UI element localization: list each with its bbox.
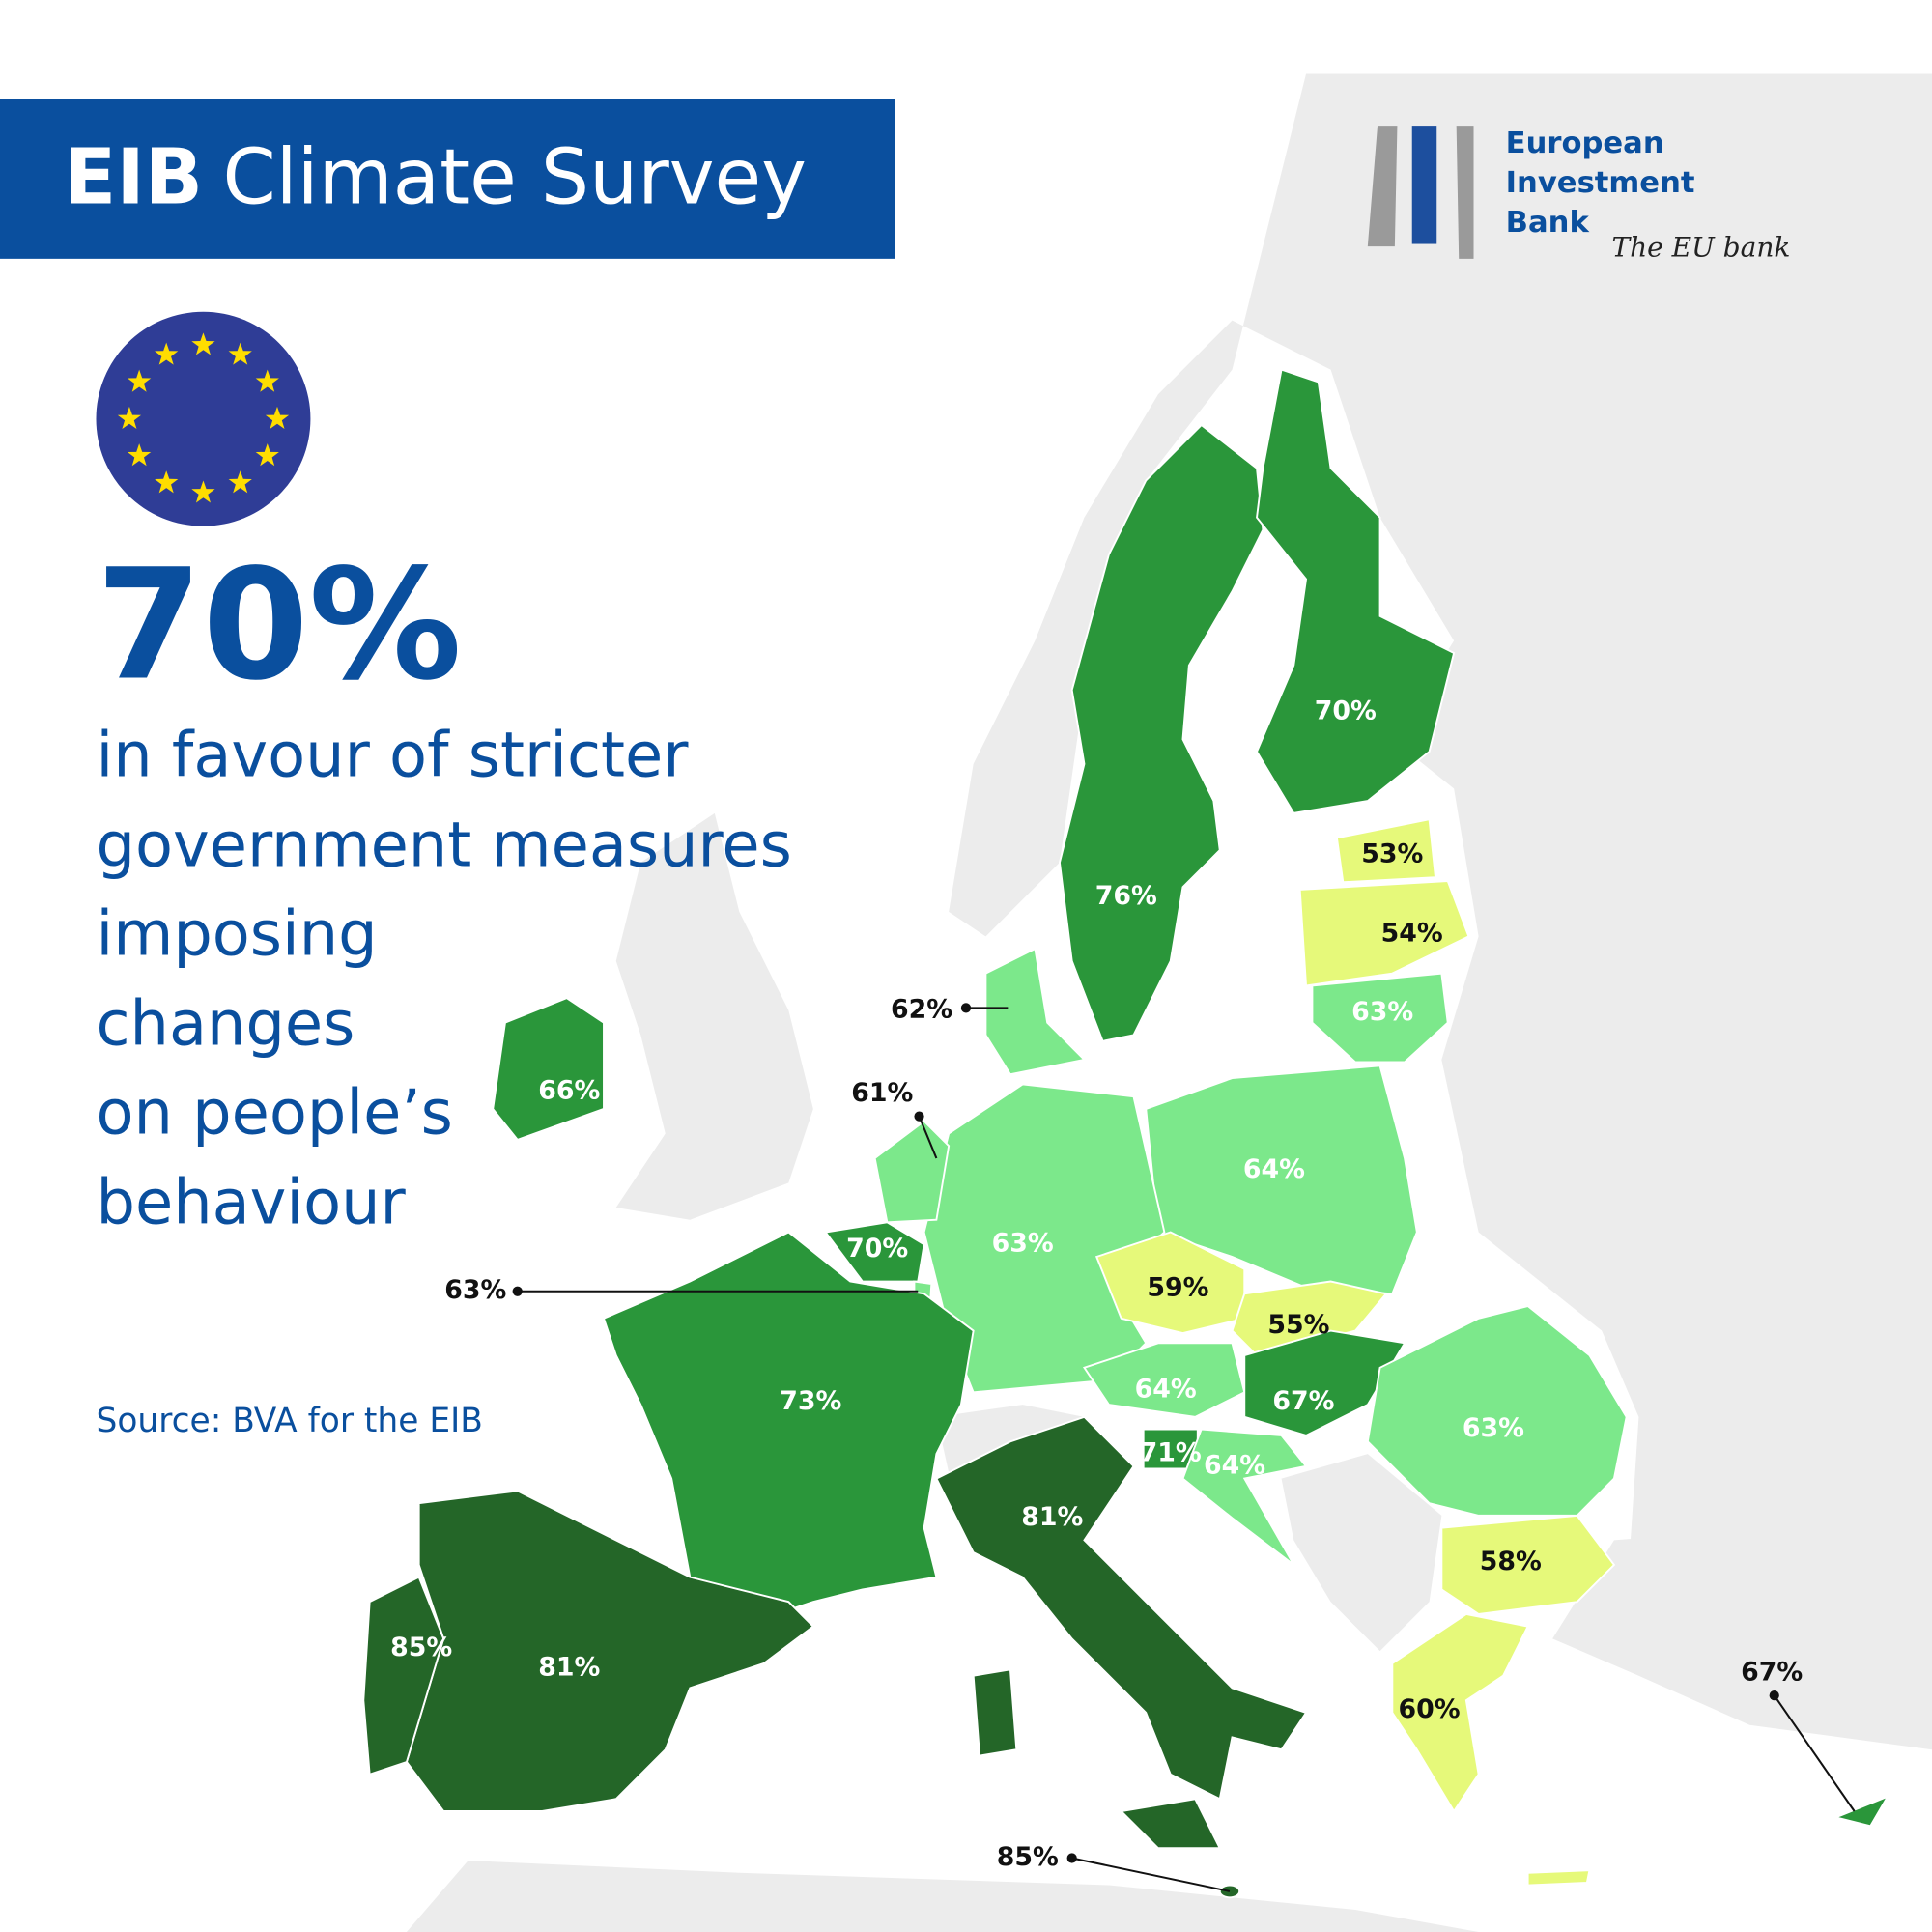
logo-text: Investment bbox=[1506, 166, 1695, 200]
flag-star bbox=[255, 369, 279, 392]
flag-star bbox=[265, 406, 290, 430]
region bbox=[1218, 1884, 1241, 1899]
region-label: 64% bbox=[1204, 1450, 1265, 1480]
region bbox=[1311, 972, 1449, 1064]
leader-line bbox=[918, 1116, 938, 1159]
region-label: 66% bbox=[538, 1076, 600, 1106]
land bbox=[615, 812, 813, 1220]
leader-lines bbox=[512, 1003, 1856, 1892]
region-label: 73% bbox=[780, 1386, 841, 1416]
source-note: Source: BVA for the EIB bbox=[96, 1402, 482, 1440]
region bbox=[873, 1120, 951, 1224]
land bbox=[1552, 1515, 1932, 1750]
leader-dot bbox=[1066, 1853, 1077, 1863]
region-label: 61% bbox=[851, 1078, 913, 1108]
region-label: 63% bbox=[992, 1229, 1054, 1259]
header-title: EIB Climate Survey bbox=[64, 132, 807, 221]
region bbox=[935, 1415, 1308, 1850]
region bbox=[1298, 879, 1470, 987]
background-land bbox=[406, 73, 1932, 1932]
region-label: 70% bbox=[846, 1234, 908, 1264]
region-label: 53% bbox=[1361, 839, 1423, 869]
headline-line: imposing bbox=[96, 899, 377, 971]
logo-tagline: The EU bank bbox=[1611, 231, 1790, 263]
region bbox=[492, 997, 605, 1141]
region-label: 63% bbox=[1351, 997, 1413, 1027]
flag-star bbox=[228, 342, 252, 365]
region bbox=[1335, 818, 1437, 884]
leader-dot bbox=[960, 1003, 972, 1013]
flag-star bbox=[255, 443, 279, 467]
region-label: 59% bbox=[1147, 1273, 1208, 1303]
land bbox=[406, 1861, 1479, 1932]
region-label: 85% bbox=[997, 1842, 1059, 1872]
header-title-rest: Climate Survey bbox=[222, 132, 807, 221]
headline-line: government measures bbox=[96, 810, 791, 882]
leader-dot bbox=[1769, 1690, 1779, 1701]
logo-text: European bbox=[1506, 127, 1664, 160]
region-label: 63% bbox=[1463, 1413, 1524, 1443]
region-label: 55% bbox=[1267, 1310, 1329, 1340]
region bbox=[1833, 1794, 1890, 1828]
logo: European Investment Bank The EU bank bbox=[1367, 126, 1790, 263]
region bbox=[823, 1221, 925, 1283]
flag-star bbox=[117, 406, 142, 430]
region bbox=[362, 1576, 445, 1776]
region-label: 63% bbox=[444, 1275, 506, 1305]
headline-figure: 70% bbox=[96, 537, 462, 715]
flag-star bbox=[155, 470, 179, 494]
region bbox=[1231, 1280, 1388, 1357]
region bbox=[1058, 423, 1264, 1042]
region bbox=[1391, 1612, 1591, 1887]
region-label: 81% bbox=[1021, 1502, 1083, 1532]
flag-star bbox=[128, 443, 152, 467]
land bbox=[1281, 1454, 1442, 1652]
flag-star bbox=[191, 480, 215, 503]
region-label: 70% bbox=[1315, 696, 1377, 726]
region bbox=[1366, 1304, 1628, 1517]
region-label: 60% bbox=[1399, 1694, 1461, 1724]
leader-line bbox=[1071, 1857, 1231, 1892]
header-title-bold: EIB bbox=[64, 132, 203, 221]
region bbox=[984, 947, 1087, 1076]
region-label: 58% bbox=[1480, 1547, 1542, 1577]
leader-line bbox=[1773, 1694, 1856, 1812]
header-bar bbox=[0, 99, 895, 259]
region bbox=[1440, 1514, 1616, 1615]
headline-text: in favour of stricter government measure… bbox=[96, 721, 791, 1239]
region bbox=[1181, 1428, 1308, 1566]
region-label: 76% bbox=[1095, 881, 1157, 911]
region bbox=[1255, 368, 1456, 814]
region-label: 71% bbox=[1140, 1438, 1202, 1468]
flag-star bbox=[128, 369, 152, 392]
headline-line: changes bbox=[96, 989, 355, 1061]
eu-flag bbox=[96, 311, 311, 526]
flag-star bbox=[191, 332, 215, 355]
region bbox=[1243, 1329, 1406, 1436]
region-label: 64% bbox=[1135, 1374, 1197, 1404]
region bbox=[602, 1231, 975, 1615]
land bbox=[949, 73, 1932, 1725]
regions bbox=[362, 368, 1890, 1899]
region-label: 54% bbox=[1381, 918, 1443, 948]
region-labels: 76% 70% 53% 54% 63% 62% 64% 63% 61% 70% … bbox=[390, 696, 1803, 1872]
headline-line: on people’s bbox=[96, 1077, 452, 1149]
region-label: 67% bbox=[1741, 1658, 1803, 1688]
leader-dot bbox=[914, 1111, 924, 1122]
region-label: 81% bbox=[538, 1653, 600, 1683]
flag-star bbox=[155, 342, 179, 365]
region-label: 85% bbox=[390, 1633, 452, 1662]
region-label: 67% bbox=[1272, 1386, 1334, 1416]
headline-line: behaviour bbox=[96, 1168, 406, 1239]
region-label: 62% bbox=[891, 994, 952, 1024]
flag-star bbox=[228, 470, 252, 494]
headline-line: in favour of stricter bbox=[96, 721, 689, 792]
land bbox=[936, 1405, 1085, 1473]
logo-text: Bank bbox=[1506, 206, 1590, 240]
region-label: 64% bbox=[1243, 1154, 1305, 1184]
region bbox=[923, 1083, 1166, 1394]
leader-dot bbox=[512, 1286, 523, 1296]
